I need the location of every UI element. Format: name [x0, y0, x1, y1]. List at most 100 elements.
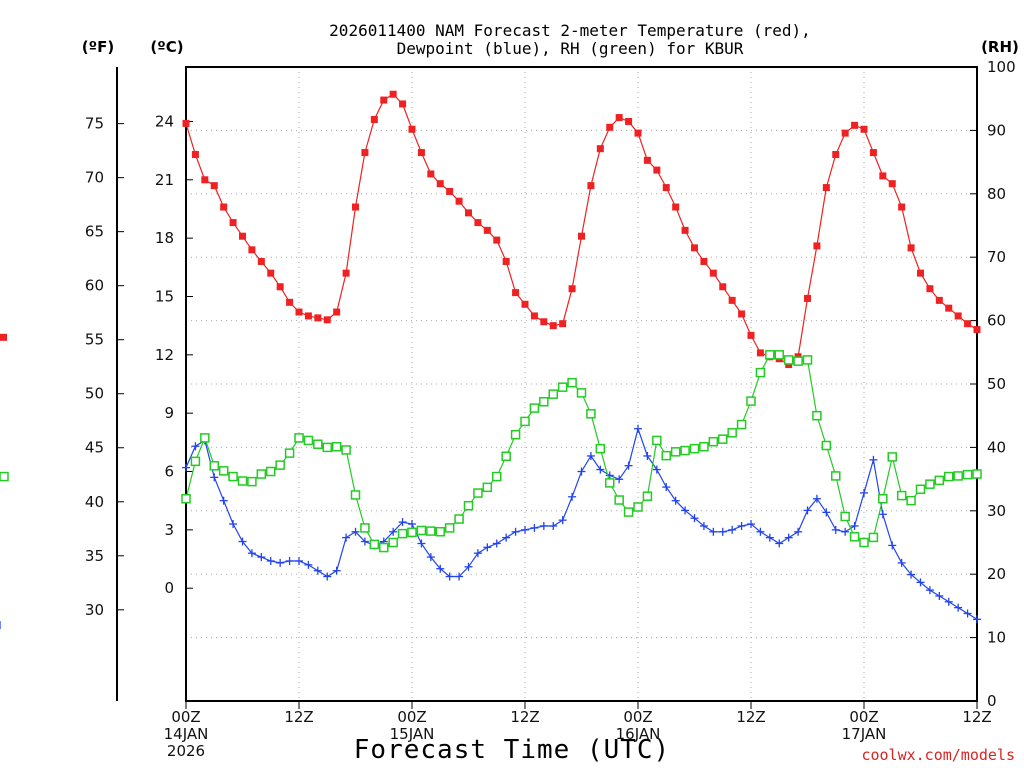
temperature-point: [239, 232, 246, 240]
dewpoint-point: [389, 527, 398, 536]
temperature-point: [333, 308, 341, 316]
dewpoint-point: [662, 483, 671, 492]
temperature-point: [728, 296, 736, 304]
rh-point: [793, 356, 803, 366]
rh-point: [812, 410, 822, 421]
rh-point: [548, 389, 558, 399]
chart-title-line-1: 2026011400 NAM Forecast 2-meter Temperat…: [329, 21, 811, 40]
dewpoint-point: [332, 566, 341, 575]
dewpoint-point: [963, 609, 972, 618]
rh-tick-label: 100: [987, 58, 1016, 76]
temperature-point: [634, 129, 642, 137]
temperature-point: [917, 269, 924, 277]
rh-point: [218, 466, 229, 476]
rh-point: [774, 350, 784, 360]
dewpoint-point: [907, 570, 916, 579]
rh-point: [962, 469, 973, 480]
series-line: [185, 426, 978, 620]
temperature-point: [662, 184, 670, 192]
dewpoint-point: [492, 539, 501, 548]
dewpoint-point: [247, 549, 256, 558]
rh-point: [209, 461, 219, 471]
temperature-point: [304, 312, 312, 320]
x-tick-label: 16JAN: [616, 725, 661, 743]
rh-point: [783, 355, 794, 365]
dewpoint-point: [681, 506, 690, 515]
rh-point: [670, 447, 681, 457]
rh-tick-label: 50: [987, 375, 1006, 393]
gridlines: [186, 67, 977, 701]
series-line: [185, 93, 978, 366]
dewpoint-point: [615, 475, 624, 484]
rh-point: [859, 537, 869, 548]
dewpoint-point: [351, 527, 360, 536]
rh-point: [322, 442, 332, 453]
temperature-point: [530, 312, 538, 320]
dewpoint-point: [699, 521, 708, 530]
dewpoint-point: [888, 541, 897, 550]
temperature-point: [643, 156, 651, 164]
rh-point: [510, 429, 521, 440]
dewpoint-point: [812, 494, 821, 503]
dewpoint-point: [737, 521, 746, 530]
rh-point: [341, 445, 351, 455]
dewpoint-point: [822, 508, 831, 517]
x-tick-label: 00Z: [623, 708, 652, 726]
dewpoint-point: [897, 558, 906, 567]
rh-point: [576, 388, 587, 398]
dewpoint-point: [285, 556, 294, 565]
dewpoint-point: [360, 537, 369, 546]
series-dewpoint: [0, 424, 981, 630]
dewpoint-point: [671, 496, 680, 505]
rh-point: [539, 397, 549, 407]
temperature-point: [493, 236, 501, 244]
temperature-point: [512, 289, 520, 297]
dewpoint-point: [878, 510, 887, 519]
temperature-point: [596, 145, 604, 153]
dewpoint-point: [775, 539, 784, 548]
temperature-point: [719, 283, 727, 291]
dewpoint-point: [295, 556, 303, 565]
temperature-point: [220, 203, 228, 211]
temperature-point: [691, 244, 698, 252]
dewpoint-point: [577, 467, 586, 476]
rh-point: [379, 542, 389, 553]
rh-point: [369, 539, 380, 550]
dewpoint-point: [831, 525, 840, 534]
temperature-point: [210, 182, 218, 190]
temperature-point: [625, 117, 633, 125]
tick-labels: 0 3 6 9 12 15 18 21 24 30 35 40 45 50 55 60 65 70 75 0 10 20 3…: [85, 58, 1016, 760]
rh-point: [765, 350, 775, 360]
fahrenheit-tick-label: 45: [85, 439, 104, 457]
dewpoint-point: [586, 451, 595, 460]
temperature-point: [483, 226, 491, 234]
rh-point: [388, 537, 398, 548]
dewpoint-point: [718, 527, 727, 536]
dewpoint-point: [530, 523, 539, 532]
temperature-point: [851, 121, 859, 129]
temperature-point: [380, 96, 388, 104]
temperature-point: [314, 314, 322, 322]
dewpoint-point: [841, 527, 850, 536]
dewpoint-point: [483, 543, 492, 552]
rh-point: [699, 442, 709, 452]
dewpoint-point: [408, 520, 416, 529]
x-tick-label: 14JAN: [164, 725, 209, 743]
rh-point: [642, 491, 653, 501]
temperature-point: [521, 300, 529, 308]
dewpoint-point: [398, 518, 407, 527]
dewpoint-point: [652, 465, 661, 474]
dewpoint-point: [210, 473, 219, 482]
dewpoint-point: [323, 572, 332, 581]
series-layer: [0, 90, 982, 630]
rh-point: [529, 403, 540, 413]
rh-point: [586, 409, 596, 419]
temperature-point: [869, 149, 877, 157]
watermark: coolwx.com/models: [861, 746, 1015, 764]
rh-point: [595, 443, 606, 454]
rh-point: [237, 476, 248, 486]
temperature-point: [700, 257, 708, 265]
dewpoint-point: [502, 533, 511, 542]
rh-point: [972, 469, 982, 479]
rh-point: [915, 484, 926, 494]
